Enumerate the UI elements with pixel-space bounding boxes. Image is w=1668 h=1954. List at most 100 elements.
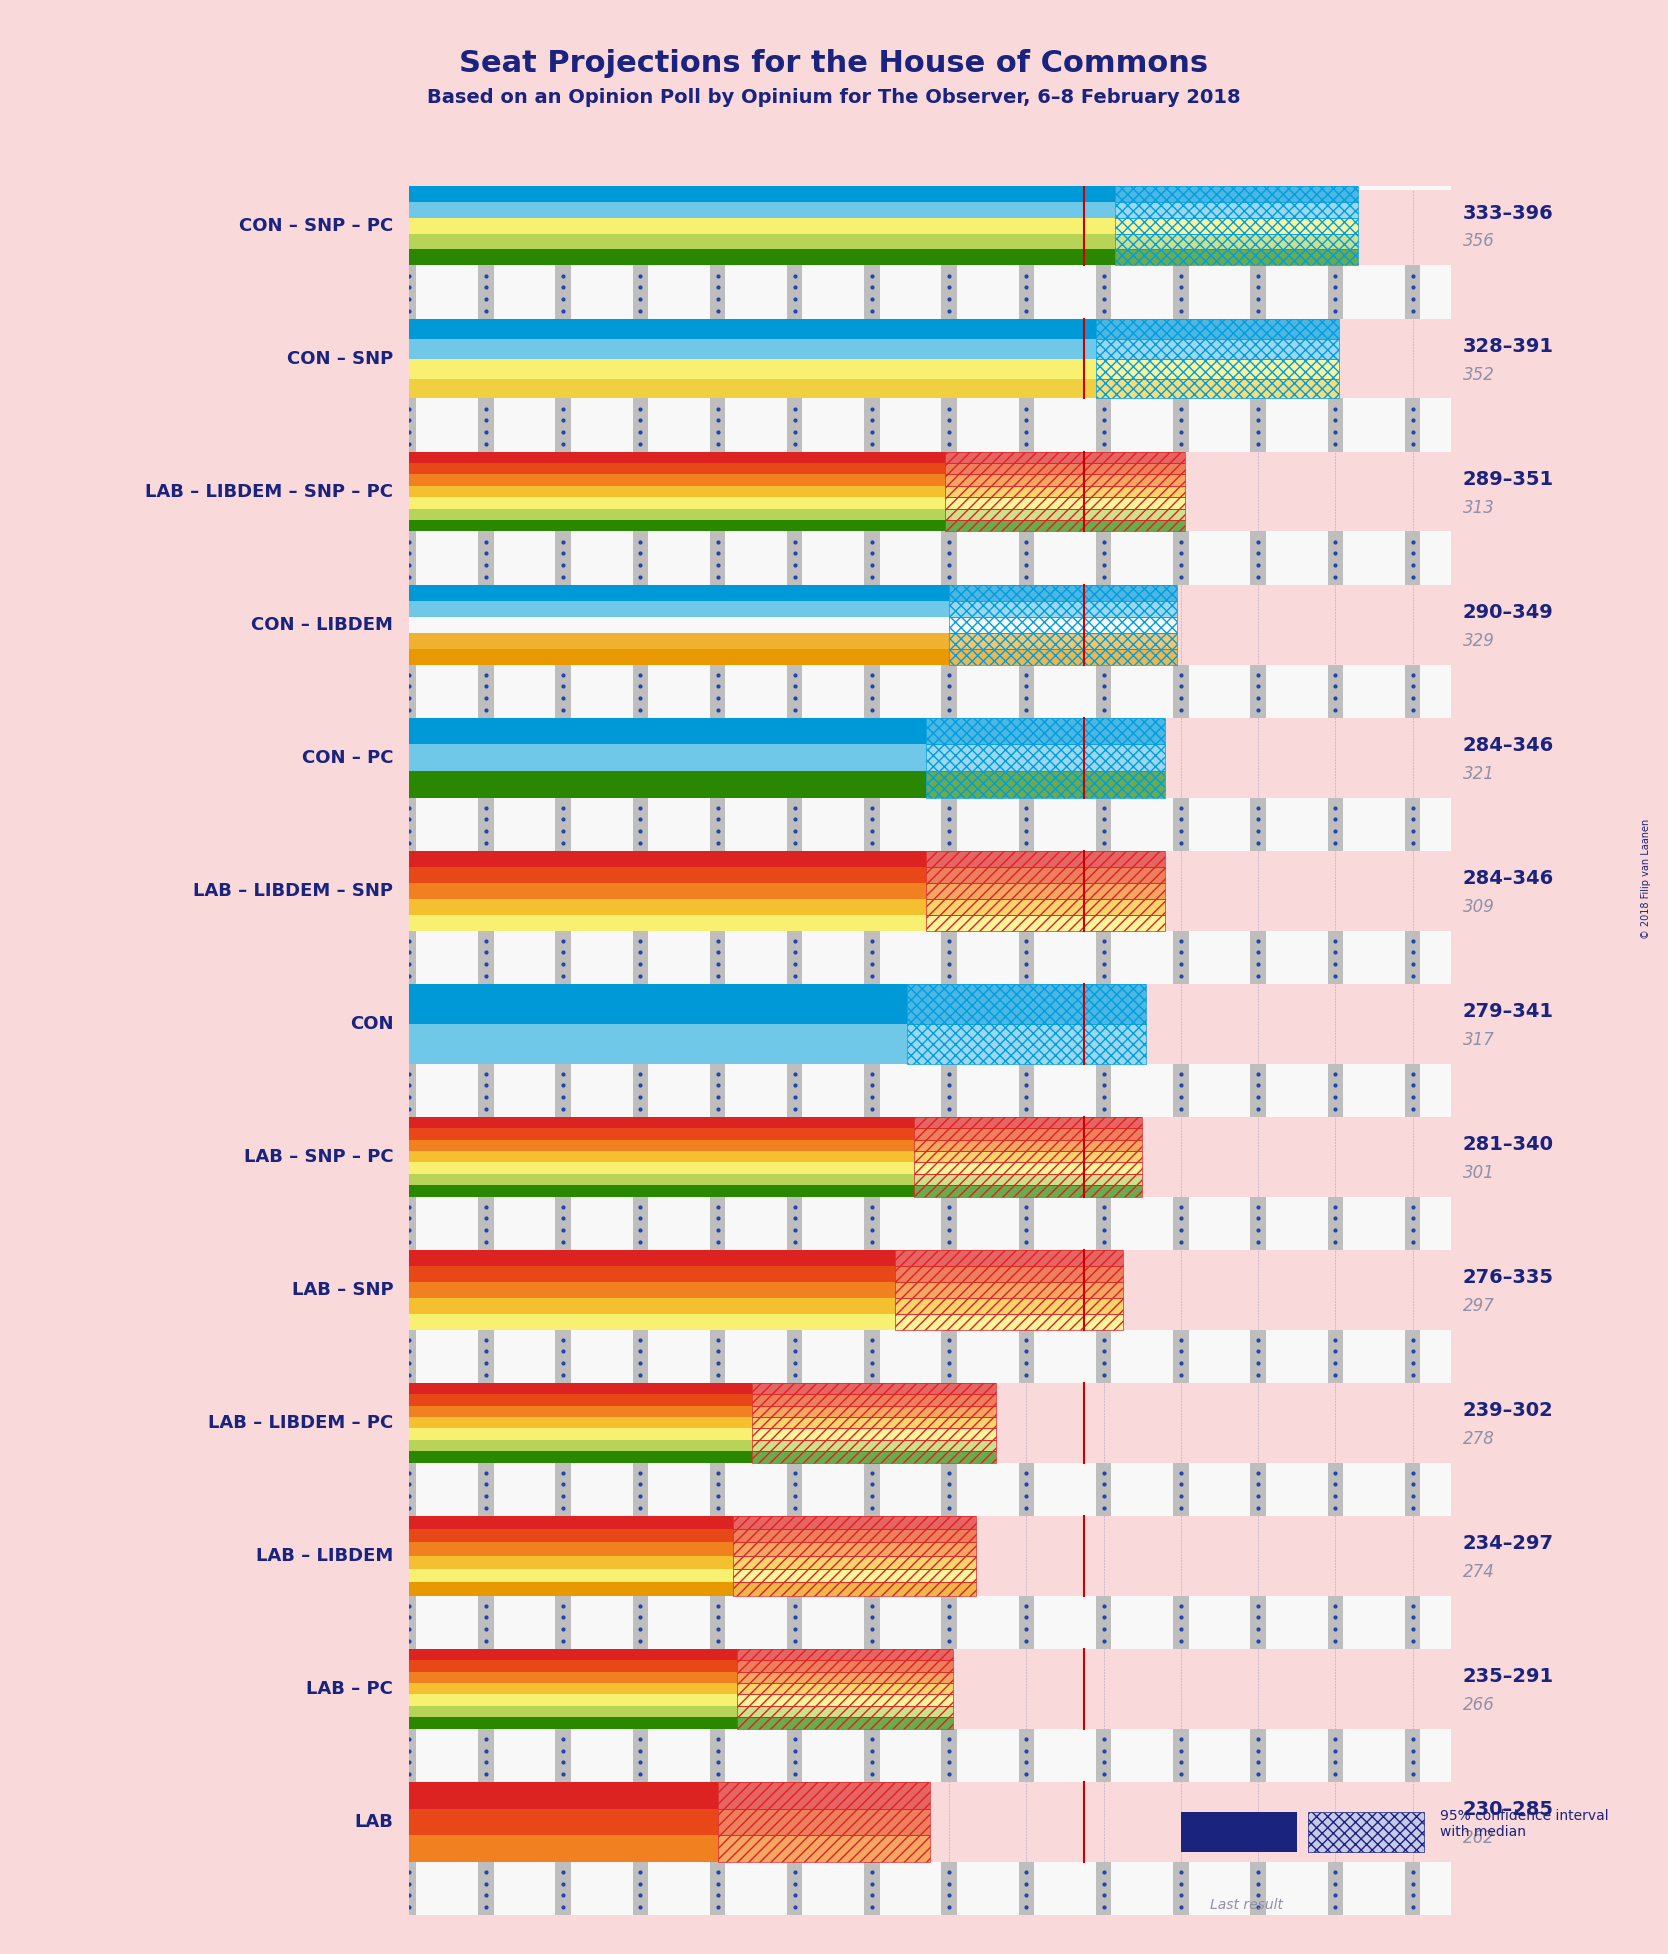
Bar bbox=[787, 1464, 802, 1516]
Text: 95% confidence interval
with median: 95% confidence interval with median bbox=[1439, 1809, 1608, 1839]
Bar bbox=[409, 983, 1146, 1024]
Bar bbox=[896, 1313, 1123, 1329]
Bar bbox=[1173, 1329, 1189, 1383]
Text: 234–297: 234–297 bbox=[1463, 1534, 1555, 1553]
Bar bbox=[632, 1862, 649, 1915]
Bar bbox=[914, 1186, 1143, 1196]
Bar bbox=[926, 744, 1166, 772]
Bar bbox=[711, 664, 726, 717]
Bar bbox=[717, 1809, 929, 1835]
Bar bbox=[1173, 1862, 1189, 1915]
Bar bbox=[949, 617, 1178, 633]
Bar bbox=[1019, 664, 1034, 717]
Bar bbox=[946, 508, 1184, 520]
Bar bbox=[787, 1063, 802, 1118]
Bar bbox=[555, 1729, 570, 1782]
Bar bbox=[926, 899, 1166, 914]
Bar bbox=[737, 1673, 952, 1682]
Bar bbox=[409, 1569, 976, 1583]
Bar bbox=[409, 201, 1358, 217]
Bar bbox=[409, 1649, 952, 1661]
Bar bbox=[1173, 266, 1189, 319]
Bar bbox=[946, 520, 1184, 531]
Bar bbox=[1404, 1729, 1419, 1782]
Bar bbox=[409, 184, 1451, 190]
Bar bbox=[409, 1682, 952, 1694]
Bar bbox=[1096, 1063, 1111, 1118]
Bar bbox=[752, 1452, 996, 1464]
Bar bbox=[1251, 1464, 1266, 1516]
Bar bbox=[941, 1596, 957, 1649]
Bar bbox=[946, 487, 1184, 496]
Bar bbox=[946, 451, 1184, 463]
Bar bbox=[1116, 234, 1358, 250]
Bar bbox=[946, 508, 1184, 520]
Bar bbox=[1116, 250, 1358, 266]
Bar bbox=[737, 1694, 952, 1706]
Bar bbox=[717, 1809, 929, 1835]
Bar bbox=[737, 1706, 952, 1718]
Bar bbox=[864, 1329, 879, 1383]
Bar bbox=[400, 1729, 417, 1782]
Bar bbox=[949, 584, 1178, 600]
Text: LAB – SNP: LAB – SNP bbox=[292, 1280, 394, 1299]
Bar bbox=[409, 1694, 952, 1706]
Bar bbox=[409, 1196, 1451, 1251]
Bar bbox=[409, 1196, 1451, 1251]
Bar bbox=[555, 1464, 570, 1516]
Bar bbox=[1116, 217, 1358, 234]
Bar bbox=[1173, 1063, 1189, 1118]
Bar bbox=[1404, 797, 1419, 850]
Bar bbox=[946, 496, 1184, 508]
Bar bbox=[949, 617, 1178, 633]
Bar bbox=[555, 1196, 570, 1251]
Bar bbox=[787, 399, 802, 451]
Text: 281–340: 281–340 bbox=[1463, 1135, 1555, 1155]
Bar bbox=[409, 1530, 976, 1542]
Bar bbox=[479, 399, 494, 451]
Bar bbox=[1096, 358, 1339, 379]
Bar bbox=[914, 1151, 1143, 1163]
Bar bbox=[409, 1661, 952, 1673]
Bar bbox=[737, 1649, 952, 1661]
Bar bbox=[409, 1151, 1143, 1163]
Bar bbox=[409, 234, 1358, 250]
Bar bbox=[711, 1464, 726, 1516]
Bar bbox=[1173, 1196, 1189, 1251]
Bar bbox=[907, 1024, 1146, 1063]
Bar bbox=[949, 633, 1178, 649]
Bar bbox=[1181, 1813, 1296, 1852]
Bar bbox=[737, 1661, 952, 1673]
Text: 235–291: 235–291 bbox=[1463, 1667, 1555, 1686]
Bar bbox=[1096, 1862, 1111, 1915]
Bar bbox=[409, 1583, 976, 1596]
Bar bbox=[717, 1835, 929, 1862]
Bar bbox=[555, 1862, 570, 1915]
Bar bbox=[787, 664, 802, 717]
Bar bbox=[752, 1452, 996, 1464]
Text: 333–396: 333–396 bbox=[1463, 203, 1553, 223]
Text: 313: 313 bbox=[1463, 498, 1495, 516]
Bar bbox=[1251, 797, 1266, 850]
Bar bbox=[409, 1139, 1143, 1151]
Bar bbox=[732, 1555, 976, 1569]
Bar bbox=[400, 399, 417, 451]
Bar bbox=[400, 1329, 417, 1383]
Bar bbox=[926, 883, 1166, 899]
Bar bbox=[732, 1583, 976, 1596]
Bar bbox=[409, 487, 1184, 496]
Bar bbox=[1251, 1729, 1266, 1782]
Text: 328–391: 328–391 bbox=[1463, 338, 1555, 356]
Bar bbox=[1328, 399, 1343, 451]
Bar bbox=[479, 1329, 494, 1383]
Bar bbox=[949, 584, 1178, 600]
Bar bbox=[737, 1682, 952, 1694]
Bar bbox=[864, 1063, 879, 1118]
Bar bbox=[409, 508, 1184, 520]
Bar bbox=[896, 1313, 1123, 1329]
Bar bbox=[409, 186, 1358, 201]
Bar bbox=[409, 617, 1178, 633]
Bar bbox=[1404, 664, 1419, 717]
Bar bbox=[787, 1196, 802, 1251]
Bar bbox=[732, 1569, 976, 1583]
